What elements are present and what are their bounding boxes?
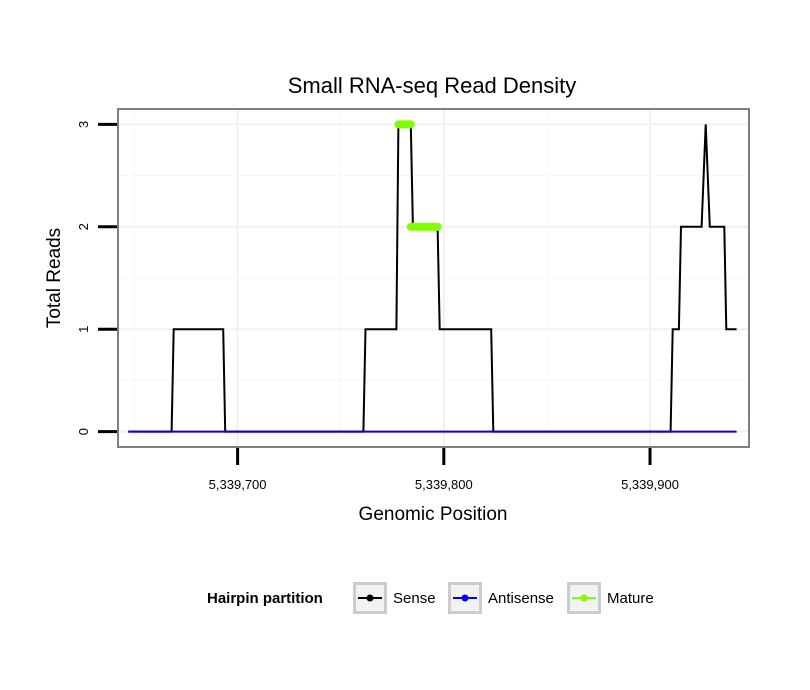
plot-border xyxy=(117,108,750,448)
chart-title: Small RNA-seq Read Density xyxy=(288,73,577,98)
y-tick-label: 0 xyxy=(76,428,91,435)
legend-entries: Sense Antisense Mature xyxy=(353,582,654,614)
legend-label: Sense xyxy=(393,590,436,607)
legend-key-point xyxy=(580,594,588,602)
legend-key-point xyxy=(366,594,374,602)
x-axis: 5,339,700 5,339,800 5,339,900 xyxy=(209,448,679,492)
legend-title: Hairpin partition xyxy=(207,590,323,607)
plot-panel xyxy=(117,108,750,448)
y-tick-label: 2 xyxy=(76,223,91,230)
legend-key-box xyxy=(448,582,482,614)
y-axis-title: Total Reads xyxy=(44,228,65,328)
x-tick-label: 5,339,700 xyxy=(209,477,267,492)
x-tick-label: 5,339,900 xyxy=(621,477,679,492)
x-axis-title: Genomic Position xyxy=(359,504,508,525)
series-layer xyxy=(128,120,737,433)
y-tick-label: 1 xyxy=(76,326,91,333)
legend: Hairpin partition Sense Antisense Mature xyxy=(207,582,654,614)
legend-key-point xyxy=(461,594,469,602)
y-tick-label: 3 xyxy=(76,121,91,128)
legend-label: Antisense xyxy=(488,590,554,607)
legend-label: Mature xyxy=(607,590,654,607)
x-tick-label: 5,339,800 xyxy=(415,477,473,492)
y-axis: 0 1 2 3 xyxy=(76,121,117,435)
